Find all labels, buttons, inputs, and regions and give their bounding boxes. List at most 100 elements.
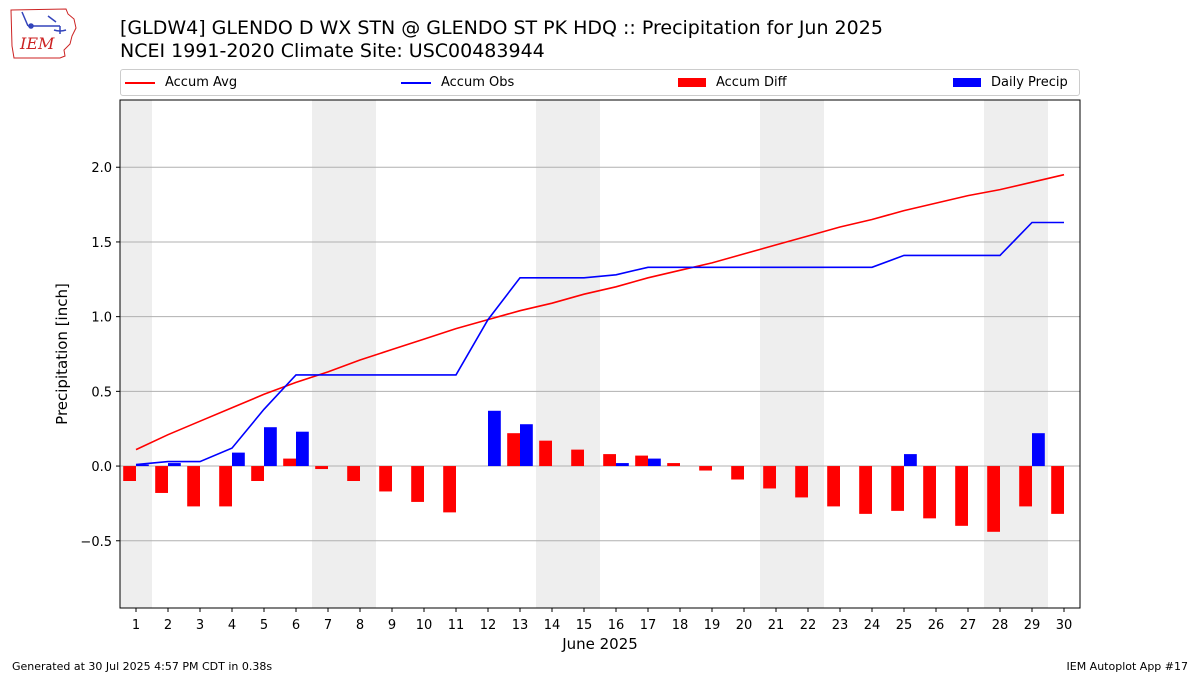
x-tick-label: 22 <box>800 618 817 633</box>
accum-diff-bar <box>827 466 840 507</box>
weekend-shade <box>312 100 376 608</box>
legend-swatch-accum-diff <box>678 78 706 87</box>
x-tick-label: 17 <box>640 618 657 633</box>
daily-precip-bar <box>1032 433 1045 467</box>
x-tick-label: 12 <box>480 618 497 633</box>
x-tick-label: 27 <box>960 618 977 633</box>
x-tick-label: 25 <box>896 618 913 633</box>
legend-swatch-accum-obs <box>401 81 431 84</box>
x-tick-label: 21 <box>768 618 785 633</box>
daily-precip-bar <box>648 458 661 467</box>
legend-item-accum-diff: Accum Diff <box>678 70 787 95</box>
accum-diff-bar <box>955 466 968 526</box>
daily-precip-bar <box>904 454 917 467</box>
legend-item-accum-avg: Accum Avg <box>125 70 237 95</box>
weekend-shade <box>120 100 152 608</box>
x-tick-label: 16 <box>608 618 625 633</box>
legend-swatch-accum-avg <box>125 81 155 84</box>
daily-precip-bar <box>520 424 533 467</box>
accum-diff-bar <box>667 463 680 467</box>
accum-diff-bar <box>795 466 808 498</box>
x-tick-label: 14 <box>544 618 561 633</box>
chart-subtitle: NCEI 1991-2020 Climate Site: USC00483944 <box>120 40 545 62</box>
x-tick-label: 18 <box>672 618 689 633</box>
x-tick-label: 11 <box>448 618 465 633</box>
accum-diff-bar <box>379 466 392 492</box>
accum-obs-line <box>135 221 1064 466</box>
x-tick-label: 26 <box>928 618 945 633</box>
y-tick-label: −0.5 <box>80 535 112 550</box>
accum-diff-bar <box>1019 466 1032 507</box>
x-tick-label: 15 <box>576 618 593 633</box>
x-tick-label: 23 <box>832 618 849 633</box>
y-tick-label: 0.5 <box>91 385 112 400</box>
legend-label-accum-obs: Accum Obs <box>441 75 515 90</box>
daily-precip-bar <box>232 452 245 467</box>
legend-label-daily-precip: Daily Precip <box>991 75 1068 90</box>
accum-diff-bar <box>251 466 264 481</box>
accum-diff-bar <box>635 455 648 467</box>
logo-text: IEM <box>19 34 55 53</box>
accum-diff-bar <box>539 440 552 467</box>
x-tick-label: 1 <box>132 618 140 633</box>
x-tick-label: 4 <box>228 618 236 633</box>
x-tick-label: 6 <box>292 618 300 633</box>
weather-station-icon <box>21 11 67 34</box>
x-tick-label: 2 <box>164 618 172 633</box>
accum-diff-bar <box>155 466 168 493</box>
x-tick-label: 13 <box>512 618 529 633</box>
accum-diff-bar <box>699 466 712 471</box>
weekend-shade <box>760 100 824 608</box>
accum-diff-bar <box>1051 466 1064 514</box>
accum-diff-bar <box>731 466 744 480</box>
x-tick-label: 29 <box>1024 618 1041 633</box>
y-tick-label: 1.5 <box>91 236 112 251</box>
accum-avg-line <box>135 173 1065 451</box>
accum-diff-bar <box>411 466 424 502</box>
generated-timestamp: Generated at 30 Jul 2025 4:57 PM CDT in … <box>12 660 273 673</box>
chart-title: [GLDW4] GLENDO D WX STN @ GLENDO ST PK H… <box>120 17 883 39</box>
x-tick-label: 30 <box>1056 618 1073 633</box>
daily-precip-bar <box>296 431 309 467</box>
daily-precip-bar <box>136 464 149 467</box>
accum-diff-bar <box>923 466 936 519</box>
accum-diff-bar <box>443 466 456 513</box>
chart-legend: Accum Avg Accum Obs Accum Diff Daily Pre… <box>120 69 1080 96</box>
x-tick-label: 10 <box>416 618 433 633</box>
weekend-shade <box>536 100 600 608</box>
accum-diff-bar <box>187 466 200 507</box>
accum-diff-bar <box>315 466 328 470</box>
legend-label-accum-avg: Accum Avg <box>165 75 238 90</box>
y-tick-label: 1.0 <box>91 311 112 326</box>
accum-diff-bar <box>603 454 616 467</box>
iowa-state-outline <box>10 8 77 59</box>
x-tick-label: 8 <box>356 618 364 633</box>
x-tick-label: 5 <box>260 618 268 633</box>
daily-precip-bar <box>264 427 277 467</box>
daily-precip-bar <box>168 463 181 467</box>
accum-diff-bar <box>283 458 296 467</box>
y-tick-label: 0.0 <box>91 460 112 475</box>
accum-diff-bar <box>763 466 776 489</box>
legend-item-daily-precip: Daily Precip <box>953 70 1068 95</box>
accum-diff-bar <box>347 466 360 481</box>
x-tick-label: 19 <box>704 618 721 633</box>
daily-precip-bar <box>616 463 629 467</box>
x-tick-label: 20 <box>736 618 753 633</box>
plot-frame <box>119 99 1081 609</box>
accum-diff-bar <box>571 449 584 467</box>
x-tick-label: 9 <box>388 618 396 633</box>
iem-logo: IEM <box>8 6 80 60</box>
x-tick-label: 3 <box>196 618 204 633</box>
accum-diff-bar <box>507 433 520 467</box>
legend-item-accum-obs: Accum Obs <box>401 70 514 95</box>
accum-diff-bar <box>859 466 872 514</box>
accum-diff-bar <box>987 466 1000 532</box>
legend-swatch-daily-precip <box>953 78 981 87</box>
x-tick-label: 24 <box>864 618 881 633</box>
x-axis-label: June 2025 <box>561 635 638 653</box>
legend-label-accum-diff: Accum Diff <box>716 75 787 90</box>
x-tick-label: 28 <box>992 618 1009 633</box>
y-tick-label: 2.0 <box>91 161 112 176</box>
